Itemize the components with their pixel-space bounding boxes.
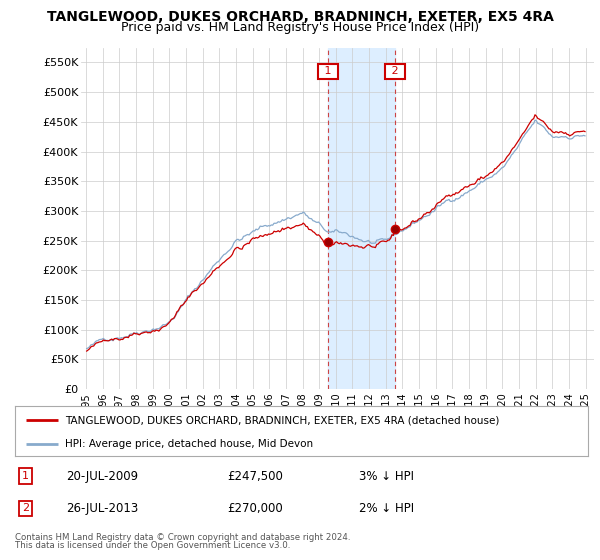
- Text: Contains HM Land Registry data © Crown copyright and database right 2024.: Contains HM Land Registry data © Crown c…: [15, 533, 350, 542]
- Text: 1: 1: [321, 67, 335, 76]
- Text: 2: 2: [388, 67, 402, 76]
- Text: Price paid vs. HM Land Registry's House Price Index (HPI): Price paid vs. HM Land Registry's House …: [121, 21, 479, 34]
- Text: This data is licensed under the Open Government Licence v3.0.: This data is licensed under the Open Gov…: [15, 541, 290, 550]
- Text: TANGLEWOOD, DUKES ORCHARD, BRADNINCH, EXETER, EX5 4RA (detached house): TANGLEWOOD, DUKES ORCHARD, BRADNINCH, EX…: [65, 415, 500, 425]
- Text: £270,000: £270,000: [227, 502, 283, 515]
- Bar: [328, 48, 395, 389]
- Text: £247,500: £247,500: [227, 470, 283, 483]
- Text: HPI: Average price, detached house, Mid Devon: HPI: Average price, detached house, Mid …: [65, 439, 314, 449]
- Text: 26-JUL-2013: 26-JUL-2013: [67, 502, 139, 515]
- Text: 2% ↓ HPI: 2% ↓ HPI: [359, 502, 414, 515]
- Text: 3% ↓ HPI: 3% ↓ HPI: [359, 470, 414, 483]
- Text: 2: 2: [22, 503, 29, 514]
- Text: 1: 1: [22, 471, 29, 481]
- Text: 20-JUL-2009: 20-JUL-2009: [67, 470, 139, 483]
- Text: TANGLEWOOD, DUKES ORCHARD, BRADNINCH, EXETER, EX5 4RA: TANGLEWOOD, DUKES ORCHARD, BRADNINCH, EX…: [47, 10, 553, 24]
